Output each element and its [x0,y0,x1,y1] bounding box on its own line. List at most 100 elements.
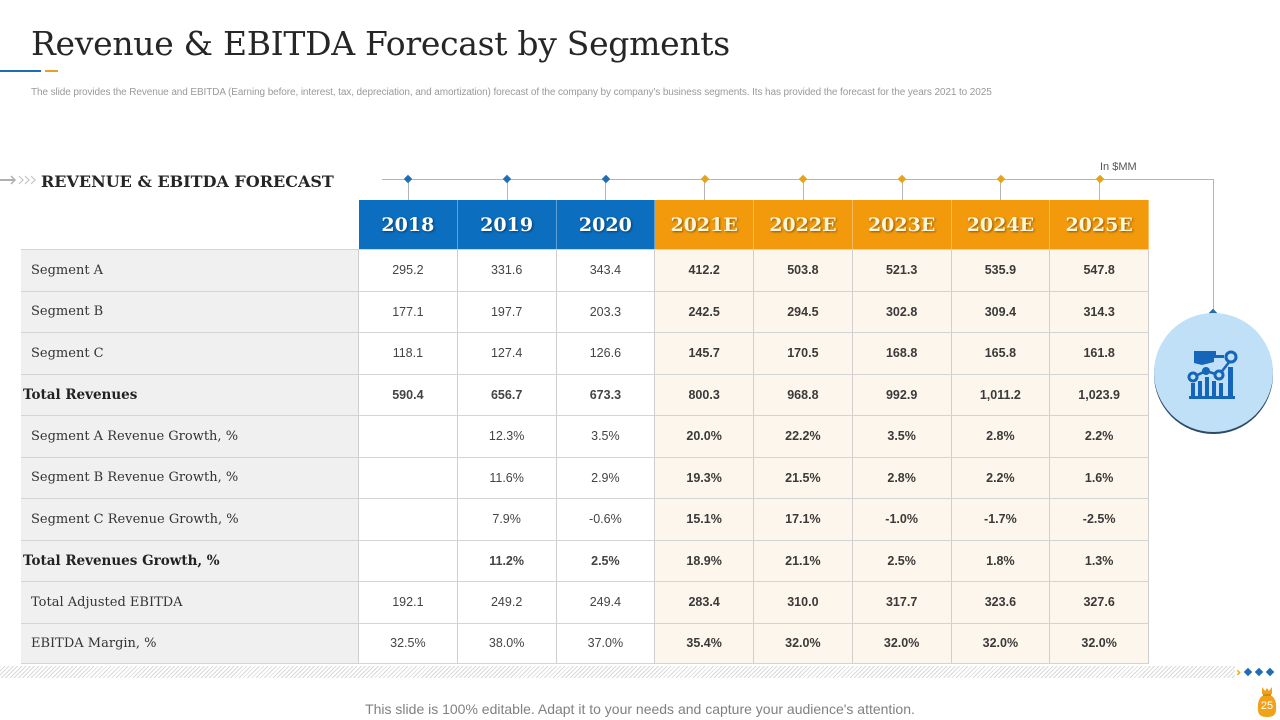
table-row: Total Adjusted EBITDA 192.1 249.2 249.4 283.… [21,581,1149,623]
table-cell: 145.7 [655,333,754,374]
table-cell: 12.3% [457,416,557,457]
table-cell: 21.5% [754,457,853,498]
table-row: Segment C 118.1 127.4 126.6 145.7 170.5 168.8 1… [21,332,1149,374]
table-cell: 1,011.2 [951,374,1051,415]
chevron-diamonds-icon: ›› [1236,665,1275,679]
connector-diamond-icon [404,174,413,184]
table-cell: 22.2% [754,416,853,457]
table-cell: 294.5 [754,291,853,332]
row-label: Total Revenues [21,374,359,415]
connector-diamond-icon [897,174,907,184]
table-cell: 118.1 [359,333,458,374]
table-row: Total Revenues Growth, % 11.2% 2.5% 18.9% 21… [21,539,1149,581]
double-arrow-icon [0,174,38,189]
table-cell: 1.3% [1050,540,1149,581]
table-cell: 317.7 [852,582,952,623]
column-header-2022e: 2022E [754,200,853,249]
footer-note: This slide is 100% editable. Adapt it to… [365,701,915,717]
table-cell: 197.7 [457,291,557,332]
table-cell: 127.4 [457,333,557,374]
table-cell: 590.4 [359,374,458,415]
table-cell: 32.0% [852,623,952,663]
table-cell: 168.8 [852,333,952,374]
connector-diamond-icon [700,174,709,184]
table-cell: 327.6 [1050,582,1149,623]
table-cell: 161.8 [1050,333,1149,374]
table-cell: -1.0% [852,499,952,540]
hand-pointing-chart-icon [1154,313,1273,432]
row-label: EBITDA Margin, % [21,623,359,663]
table-cell: -2.5% [1050,499,1149,540]
page-number: 25 [1260,700,1274,712]
table-cell: 2.2% [1050,416,1149,457]
table-cell: 1.6% [1050,457,1149,498]
table-cell: 15.1% [655,499,754,540]
table-body: Segment A 295.2 331.6 343.4 412.2 503.8 521.3 5… [21,249,1149,664]
table-cell: 7.9% [457,499,557,540]
table-cell: 2.8% [852,457,952,498]
table-cell: 535.9 [951,250,1051,291]
table-cell: 17.1% [754,499,853,540]
table-cell: 192.1 [359,582,458,623]
table-cell: -0.6% [556,499,656,540]
row-label: Segment A Revenue Growth, % [21,416,359,457]
slide-subtitle: The slide provides the Revenue and EBITD… [31,87,992,98]
table-cell: 2.5% [556,540,656,581]
table-cell: 2.5% [852,540,952,581]
table-cell: 2.2% [951,457,1051,498]
table-header-row: 2018 2019 2020 2021E 2022E 2023E 2024E 2025E [359,200,1149,249]
table-cell: 32.0% [754,623,853,663]
table-cell: 343.4 [556,250,656,291]
table-cell: 521.3 [852,250,952,291]
row-label: Segment B Revenue Growth, % [21,457,359,498]
row-label: Segment C Revenue Growth, % [21,499,359,540]
table-cell: 32.0% [1050,623,1149,663]
table-cell: 283.4 [655,582,754,623]
connector-drop [407,179,409,200]
bottom-stripe [0,666,1235,678]
column-header-2025e: 2025E [1050,200,1149,249]
table-cell: 323.6 [951,582,1051,623]
table-cell [359,540,458,581]
table-cell: 35.4% [655,623,754,663]
table-cell: 295.2 [359,250,458,291]
table-row: EBITDA Margin, % 32.5% 38.0% 37.0% 35.4% 32.0… [21,622,1149,664]
column-header-2019: 2019 [457,200,557,249]
table-cell: 32.0% [951,623,1051,663]
money-bag-icon: 25 [1257,686,1277,718]
table-row: Segment B 177.1 197.7 203.3 242.5 294.5 302.8 3… [21,290,1149,332]
connector-line [382,179,1214,180]
connector-drop [1000,179,1002,200]
row-label: Segment C [21,333,359,374]
row-label: Total Adjusted EBITDA [21,582,359,623]
diamond-icon [1265,667,1275,677]
section-header: REVENUE & EBITDA FORECAST [0,170,334,192]
table-cell: 249.4 [556,582,656,623]
column-header-2023e: 2023E [852,200,952,249]
row-label: Segment B [21,291,359,332]
table-cell: 126.6 [556,333,656,374]
table-cell: 38.0% [457,623,557,663]
table-cell: -1.7% [951,499,1051,540]
connector-diamond-icon [502,174,512,184]
table-cell: 170.5 [754,333,853,374]
connector-drop [506,179,508,200]
table-row: Segment C Revenue Growth, % 7.9% -0.6% 15.1… [21,498,1149,540]
title-underline-gold [45,70,58,72]
table-cell: 310.0 [754,582,853,623]
table-cell: 2.8% [951,416,1051,457]
table-cell: 547.8 [1050,250,1149,291]
table-cell [359,499,458,540]
chevron-icon: ›› [1236,665,1241,679]
column-header-2021e: 2021E [655,200,754,249]
connector-diamond-icon [799,174,808,184]
table-cell: 19.3% [655,457,754,498]
row-label: Segment A [21,250,359,291]
connector-drop [1099,179,1101,200]
table-cell: 165.8 [951,333,1051,374]
table-cell: 412.2 [655,250,754,291]
table-cell: 314.3 [1050,291,1149,332]
column-header-2018: 2018 [359,200,458,249]
table-cell: 249.2 [457,582,557,623]
table-row: Segment A 295.2 331.6 343.4 412.2 503.8 521.3 5… [21,249,1149,291]
